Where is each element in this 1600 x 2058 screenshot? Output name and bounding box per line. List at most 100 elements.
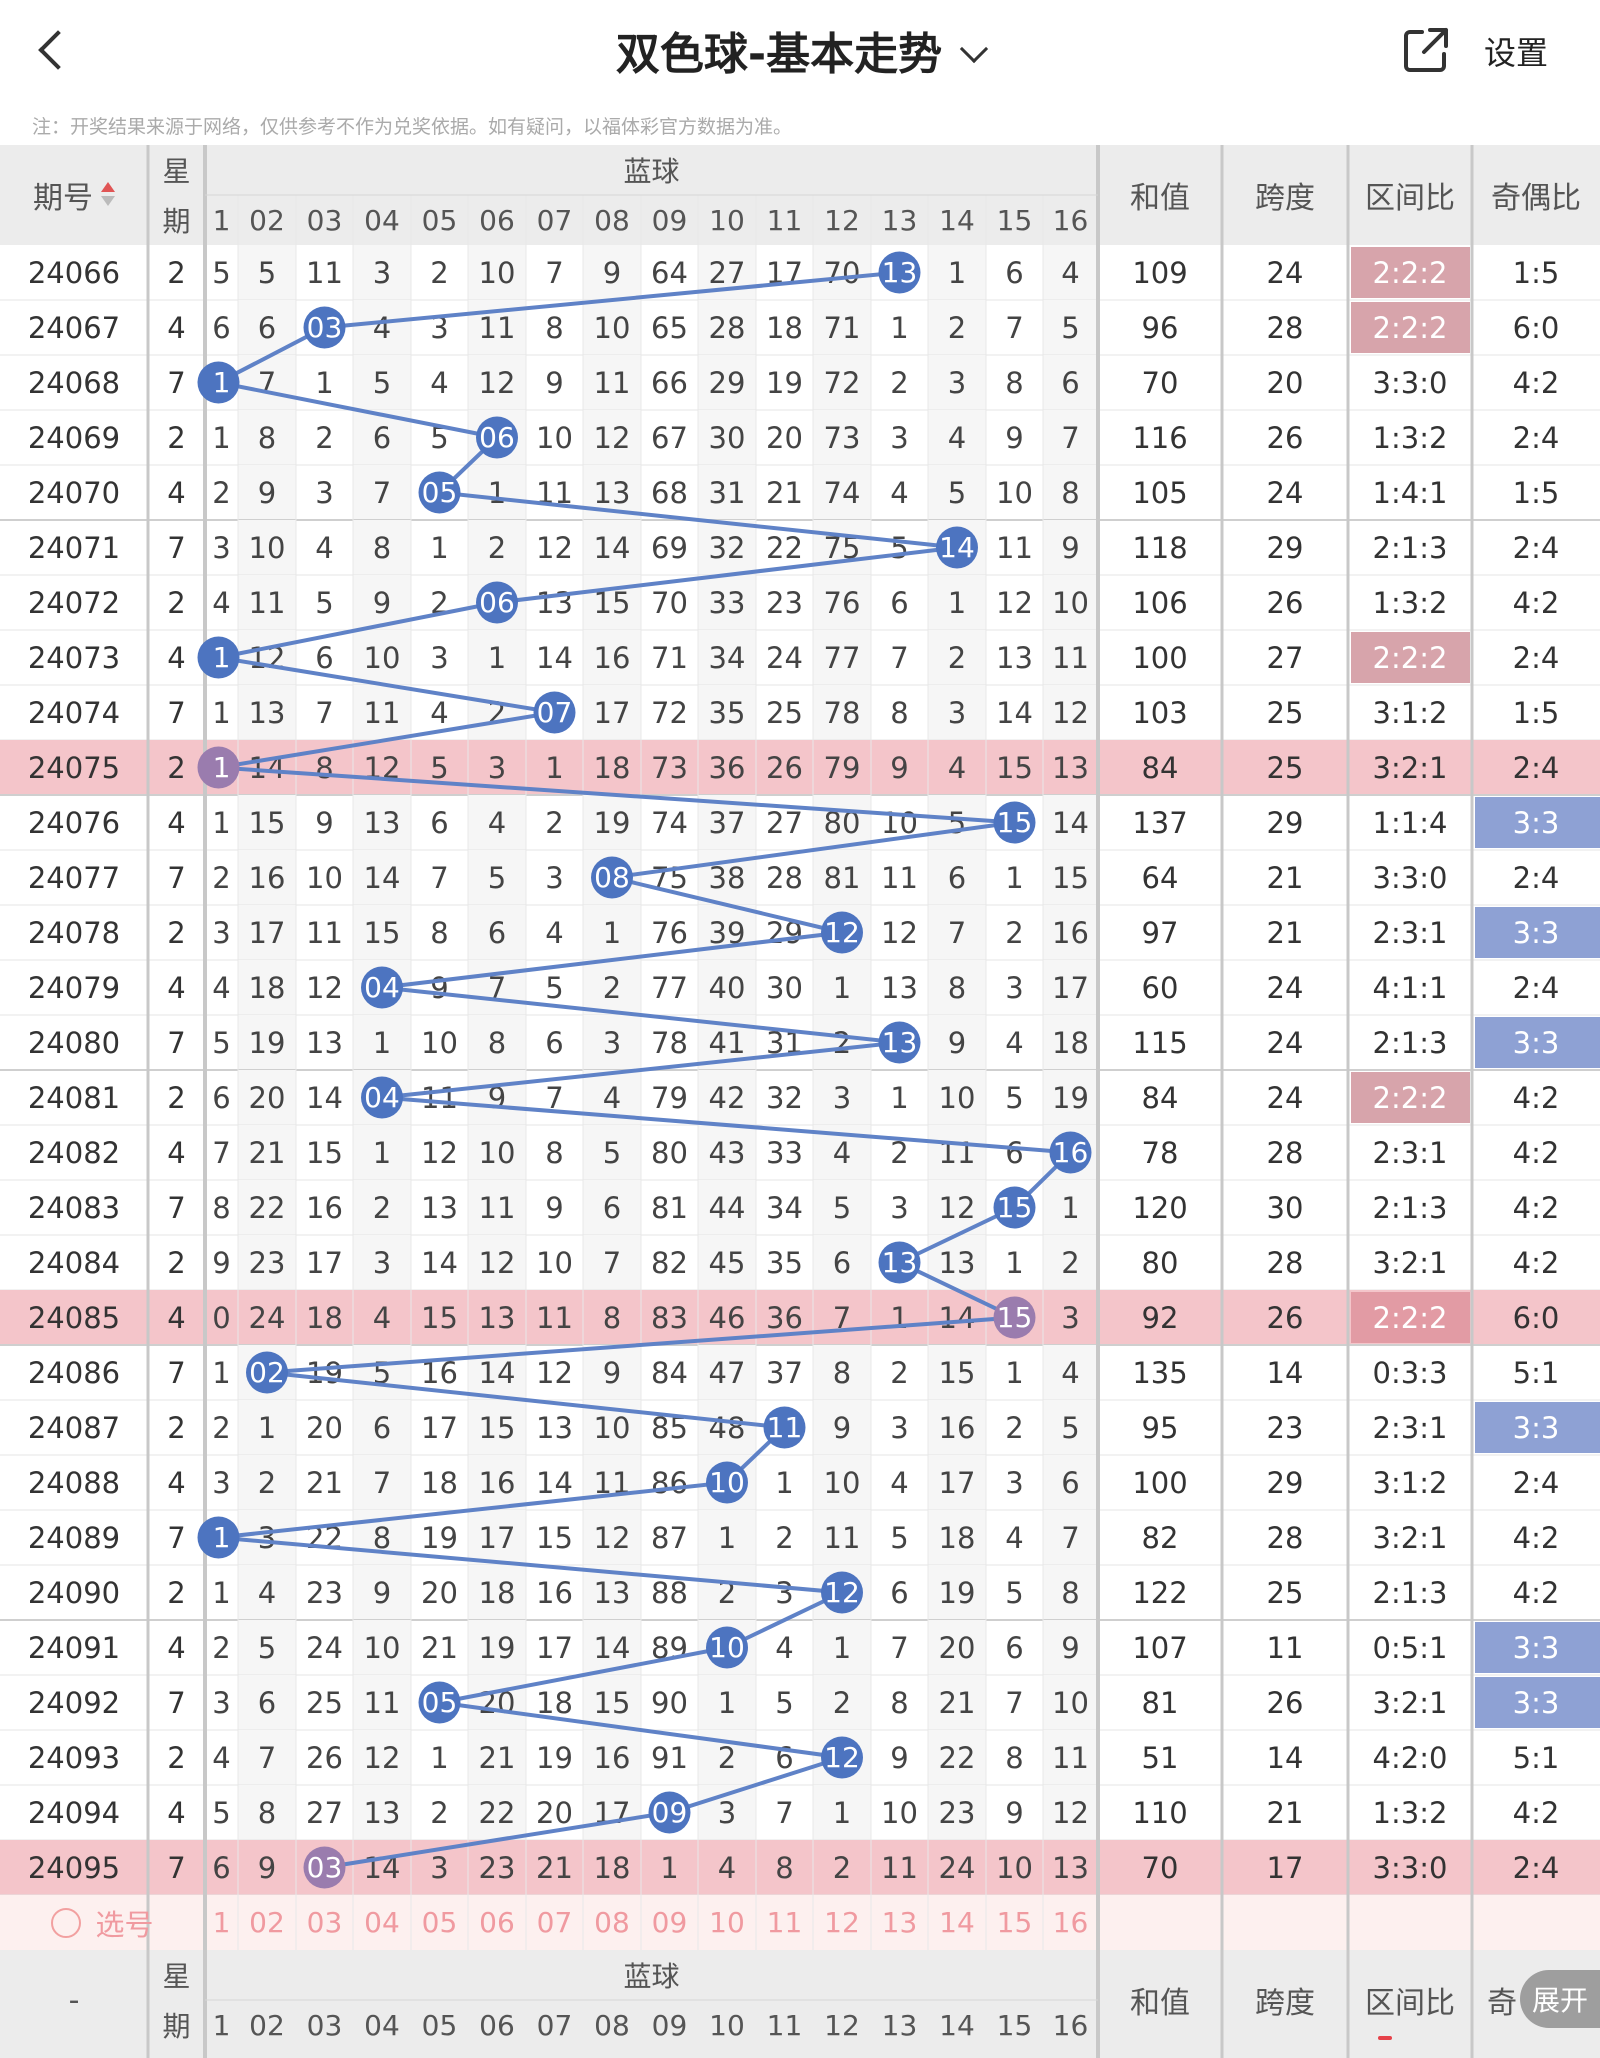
blue-miss-count: 10 (306, 860, 343, 895)
blue-miss-count: 3 (890, 420, 909, 455)
blue-miss-count: 13 (248, 695, 286, 730)
blue-miss-count: 5 (890, 530, 909, 565)
blue-miss-count: 7 (372, 475, 392, 510)
issue-number: 24083 (27, 1190, 121, 1225)
chevron-down-icon[interactable] (959, 34, 989, 64)
blue-miss-count: 3 (372, 255, 392, 290)
blue-miss-count: 14 (593, 1630, 631, 1665)
blue-miss-count: 69 (651, 530, 688, 565)
parity-ratio: 2:4 (1512, 640, 1560, 675)
weekday: 7 (167, 1520, 186, 1555)
blue-miss-count: 11 (306, 915, 343, 950)
settings-button[interactable]: 设置 (1484, 34, 1549, 72)
footer-issue-cell: - (68, 1982, 80, 2018)
blue-number-header: 09 (651, 2008, 688, 2042)
blue-ball-hit: 13 (881, 256, 918, 289)
span-value: 24 (1266, 475, 1304, 510)
blue-number-header: 02 (249, 203, 285, 237)
select-blue-number[interactable]: 09 (651, 1906, 688, 1939)
blue-miss-count: 10 (536, 420, 573, 455)
span-value: 21 (1266, 860, 1304, 895)
blue-miss-count: 48 (708, 1410, 746, 1445)
blue-ball-hit: 1 (212, 751, 231, 784)
select-blue-number[interactable]: 14 (939, 1906, 975, 1939)
blue-ball-hit: 16 (1052, 1136, 1089, 1169)
select-blue-number[interactable]: 12 (824, 1906, 860, 1939)
title-text[interactable]: 双色球-基本走势 (615, 29, 943, 80)
blue-miss-count: 7 (832, 1300, 852, 1335)
blue-miss-count: 15 (996, 750, 1033, 785)
select-blue-number[interactable]: 05 (421, 1906, 458, 1939)
blue-number-header: 09 (651, 203, 688, 237)
blue-number-header: 10 (709, 2008, 745, 2042)
blue-number-header: 08 (594, 2008, 630, 2042)
blue-miss-count: 3 (602, 1025, 622, 1060)
select-blue-number[interactable]: 06 (479, 1906, 515, 1939)
blue-ball-hit: 1 (212, 366, 231, 399)
blue-miss-count: 19 (536, 1740, 573, 1775)
sum-value: 78 (1141, 1135, 1179, 1170)
page-title[interactable]: 双色球-基本走势 (0, 18, 1600, 82)
blue-miss-count: 8 (487, 1025, 507, 1060)
select-blue-number[interactable]: 07 (536, 1906, 573, 1939)
blue-miss-count: 85 (651, 1410, 688, 1445)
weekday: 4 (167, 1795, 186, 1830)
select-blue-number[interactable]: 16 (1052, 1906, 1089, 1939)
radio-icon[interactable] (51, 1907, 82, 1938)
blue-miss-count: 3 (1005, 1465, 1024, 1500)
blue-miss-count: 8 (315, 750, 334, 785)
blue-miss-count: 13 (306, 1025, 343, 1060)
blue-miss-count: 1 (832, 1630, 852, 1665)
expand-button[interactable]: 展开 (1520, 1970, 1600, 2028)
blue-miss-count: 16 (1052, 915, 1089, 950)
issue-column-header[interactable]: 期号 (0, 145, 148, 245)
sum-value: 96 (1141, 310, 1179, 345)
blue-miss-count: 21 (248, 1135, 286, 1170)
blue-miss-count: 19 (766, 365, 803, 400)
parity-ratio: 2:4 (1512, 1850, 1560, 1885)
blue-miss-count: 13 (593, 1575, 631, 1610)
blue-miss-count: 4 (372, 1300, 392, 1335)
blue-miss-count: 3 (1061, 1300, 1080, 1335)
select-number-button[interactable]: 选号 (0, 1895, 205, 1950)
select-blue-number[interactable]: 03 (306, 1906, 343, 1939)
share-icon[interactable] (1400, 24, 1452, 76)
blue-miss-count: 10 (536, 1245, 573, 1280)
select-blue-number[interactable]: 08 (594, 1906, 630, 1939)
issue-number: 24067 (27, 310, 121, 345)
blue-miss-count: 26 (306, 1740, 343, 1775)
blue-miss-count: 8 (430, 915, 449, 950)
select-blue-number[interactable]: 10 (709, 1906, 745, 1939)
blue-miss-count: 71 (651, 640, 688, 675)
blue-miss-count: 12 (248, 640, 286, 675)
blue-miss-count: 2 (430, 1795, 449, 1830)
blue-miss-count: 21 (478, 1740, 516, 1775)
select-blue-number[interactable]: 1 (212, 1906, 231, 1939)
blue-miss-count: 5 (602, 1135, 622, 1170)
weekday: 2 (167, 420, 186, 455)
blue-miss-count: 11 (478, 310, 516, 345)
select-blue-number[interactable]: 11 (766, 1906, 803, 1939)
blue-ball-hit: 10 (709, 1631, 745, 1664)
select-blue-number[interactable]: 15 (996, 1906, 1033, 1939)
blue-miss-count: 14 (421, 1245, 458, 1280)
select-blue-number[interactable]: 13 (881, 1906, 918, 1939)
blue-miss-count: 12 (593, 1520, 631, 1555)
sort-arrows-icon[interactable] (101, 182, 115, 208)
blue-miss-count: 7 (315, 695, 334, 730)
blue-miss-count: 81 (823, 860, 861, 895)
zone-ratio: 3:2:1 (1372, 1520, 1448, 1555)
blue-miss-count: 16 (248, 860, 286, 895)
blue-miss-count: 1 (212, 1355, 231, 1390)
span-value: 20 (1266, 365, 1304, 400)
zone-ratio: 3:1:2 (1372, 1465, 1448, 1500)
blue-miss-count: 14 (996, 695, 1033, 730)
blue-miss-count: 1 (315, 365, 334, 400)
disclaimer-note: 注：开奖结果来源于网络，仅供参考不作为兑奖依据。如有疑问，以福体彩官方数据为准。 (32, 116, 793, 138)
parity-ratio: 1:5 (1512, 475, 1560, 510)
top-bar: 双色球-基本走势 设置 (0, 0, 1600, 100)
blue-miss-count: 20 (478, 1685, 516, 1720)
select-blue-number[interactable]: 02 (249, 1906, 285, 1939)
active-indicator (1378, 2036, 1392, 2040)
select-blue-number[interactable]: 04 (364, 1906, 400, 1939)
